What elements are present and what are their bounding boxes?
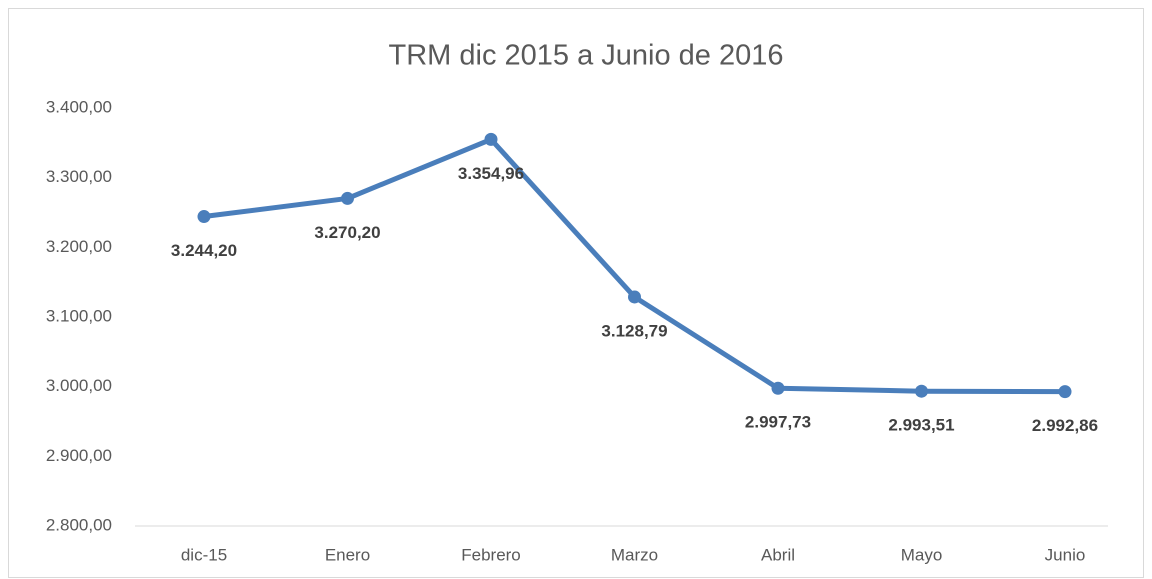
data-label: 2.997,73 [745, 413, 811, 432]
chart-title: TRM dic 2015 a Junio de 2016 [389, 40, 784, 72]
data-point [628, 290, 641, 304]
y-tick-label: 2.900,00 [46, 446, 112, 465]
data-point [341, 191, 354, 205]
data-label: 3.354,96 [458, 164, 524, 183]
chart-frame [8, 8, 1144, 578]
x-tick-label: Mayo [901, 545, 943, 564]
y-tick-label: 3.100,00 [46, 306, 112, 325]
data-label: 3.244,20 [171, 241, 237, 260]
y-tick-label: 2.800,00 [46, 515, 112, 534]
y-tick-label: 3.000,00 [46, 376, 112, 395]
x-tick-label: Enero [325, 545, 370, 564]
x-tick-label: Junio [1045, 545, 1086, 564]
data-point [1058, 385, 1072, 399]
y-tick-label: 3.300,00 [46, 167, 112, 186]
data-label: 2.992,86 [1032, 416, 1098, 435]
data-point [771, 381, 785, 395]
data-point [197, 210, 211, 224]
x-tick-label: dic-15 [181, 545, 227, 564]
y-tick-label: 3.400,00 [46, 97, 112, 116]
x-tick-label: Febrero [461, 545, 521, 564]
x-tick-label: Marzo [611, 545, 658, 564]
x-tick-label: Abril [761, 545, 795, 564]
data-point [915, 384, 928, 398]
data-label: 3.128,79 [601, 321, 667, 340]
y-tick-label: 3.200,00 [46, 237, 112, 256]
data-point [484, 132, 498, 146]
data-label: 2.993,51 [888, 416, 954, 435]
data-label: 3.270,20 [314, 223, 380, 242]
